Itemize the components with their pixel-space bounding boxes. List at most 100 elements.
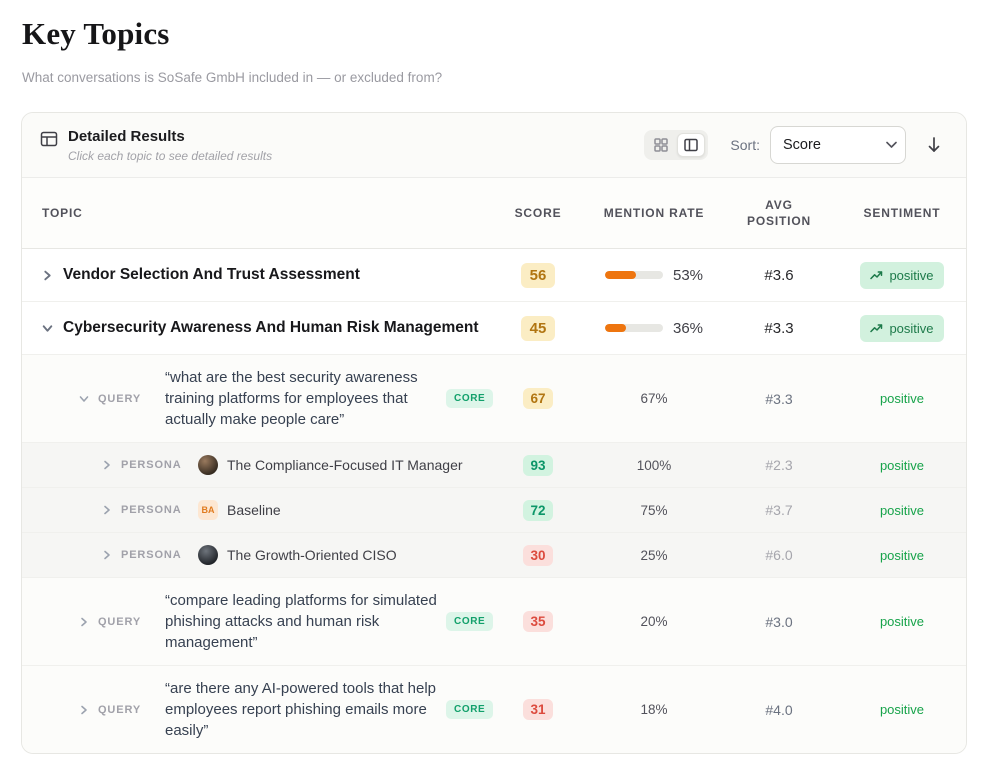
sort-select-wrap: Score: [770, 126, 906, 164]
mention-rate-bar: [604, 271, 663, 279]
score-badge: 30: [523, 544, 553, 566]
chevron-right-icon[interactable]: [102, 460, 112, 470]
score-cell: 72: [488, 499, 588, 521]
table-row-query[interactable]: QUERY “are there any AI-powered tools th…: [22, 666, 966, 753]
chevron-down-icon[interactable]: [79, 394, 89, 404]
chevron-right-icon[interactable]: [42, 270, 53, 281]
column-header-sentiment: SENTIMENT: [863, 205, 941, 220]
sort-select[interactable]: Score: [770, 126, 906, 164]
row-type-label: QUERY: [98, 392, 142, 405]
table-row-query[interactable]: QUERY “compare leading platforms for sim…: [22, 578, 966, 666]
row-type-label: QUERY: [98, 703, 142, 716]
mention-rate-value: 20%: [640, 614, 668, 629]
mention-rate-bar: [604, 324, 663, 332]
chevron-right-icon[interactable]: [79, 705, 89, 715]
avg-position-value: #2.3: [765, 457, 793, 473]
sentiment-cell: positive: [838, 261, 966, 289]
card-header-controls: Sort: Score: [644, 126, 946, 164]
page-title: Key Topics: [22, 16, 170, 51]
core-badge: CORE: [446, 389, 494, 408]
mention-rate-value: 75%: [640, 502, 668, 518]
table-row-persona[interactable]: PERSONA The Compliance-Focused IT Manage…: [22, 443, 966, 488]
mention-rate-value: 100%: [636, 457, 672, 473]
row-type-label: PERSONA: [121, 549, 182, 561]
score-cell: 31: [488, 699, 588, 720]
query-cell: QUERY “what are the best security awaren…: [22, 355, 494, 442]
core-badge: CORE: [446, 700, 494, 719]
sort-label: Sort:: [730, 137, 760, 153]
avg-position-value: #3.0: [765, 613, 793, 630]
sentiment-label: positive: [879, 391, 925, 406]
score-cell: 67: [488, 388, 588, 409]
score-badge: 35: [523, 611, 553, 632]
mention-rate-value: 18%: [640, 702, 668, 717]
table-row-query[interactable]: QUERY “what are the best security awaren…: [22, 355, 966, 443]
card-title: Detailed Results: [68, 127, 185, 145]
column-header-avg-position-label: AVG POSITION: [746, 197, 812, 228]
chevron-down-icon[interactable]: [42, 323, 53, 334]
sentiment-badge: positive: [860, 261, 944, 289]
mention-rate-cell: 36%: [588, 320, 720, 337]
core-badge: CORE: [446, 612, 494, 631]
card-header-text: Detailed Results Click each topic to see…: [68, 128, 272, 163]
query-cell: QUERY “are there any AI-powered tools th…: [22, 666, 494, 753]
persona-cell: PERSONA The Growth-Oriented CISO: [22, 533, 488, 577]
sentiment-label: positive: [889, 267, 934, 283]
mention-rate-value: 25%: [640, 547, 668, 563]
chevron-right-icon[interactable]: [79, 617, 89, 627]
query-text: “what are the best security awareness tr…: [165, 369, 418, 428]
grid-view-button[interactable]: [647, 133, 675, 157]
mention-rate-value: 53%: [672, 266, 704, 284]
avg-position-value: #3.6: [764, 266, 794, 284]
avatar: [198, 455, 218, 475]
score-badge: 56: [521, 262, 555, 288]
card-header-left: Detailed Results Click each topic to see…: [40, 128, 272, 163]
score-cell: 45: [488, 315, 588, 341]
query-text: “are there any AI-powered tools that hel…: [165, 680, 436, 739]
column-header-mention-rate: MENTION RATE: [603, 205, 705, 220]
column-header-score: SCORE: [514, 205, 562, 220]
score-badge: 72: [523, 499, 553, 521]
avg-position-value: #3.7: [765, 502, 793, 518]
table-row-persona[interactable]: PERSONA BA Baseline 72 75% #3.7 positive: [22, 488, 966, 533]
mention-rate-cell: 53%: [588, 267, 720, 284]
chevron-right-icon[interactable]: [102, 550, 112, 560]
query-text: “compare leading platforms for simulated…: [165, 592, 437, 651]
sentiment-label: positive: [879, 702, 925, 717]
avg-position-value: #3.3: [764, 319, 794, 337]
card-subtitle: Click each topic to see detailed results: [68, 148, 273, 163]
table-row-topic[interactable]: Cybersecurity Awareness And Human Risk M…: [22, 302, 966, 355]
table-icon: [40, 130, 58, 148]
sort-direction-button[interactable]: [922, 132, 946, 158]
avg-position-value: #6.0: [765, 547, 793, 563]
column-header-avg-position: AVG POSITION: [720, 197, 838, 229]
table-row-topic[interactable]: Vendor Selection And Trust Assessment 56…: [22, 249, 966, 302]
score-cell: 30: [488, 544, 588, 566]
persona-name: The Compliance-Focused IT Manager: [227, 457, 463, 473]
query-cell: QUERY “compare leading platforms for sim…: [22, 578, 494, 665]
sentiment-label: positive: [879, 547, 925, 563]
sentiment-label: positive: [879, 614, 925, 629]
avatar-initials: BA: [198, 500, 218, 520]
sentiment-label: positive: [879, 457, 925, 473]
table-view-button[interactable]: [677, 133, 706, 157]
table-header-row: TOPIC SCORE MENTION RATE AVG POSITION SE…: [22, 178, 966, 249]
row-type-label: PERSONA: [121, 459, 182, 471]
topic-name: Vendor Selection And Trust Assessment: [63, 266, 360, 283]
avg-position-value: #3.3: [765, 390, 793, 407]
score-badge: 31: [523, 699, 553, 720]
sentiment-badge: positive: [860, 314, 944, 342]
mention-rate-value: 67%: [640, 391, 668, 406]
score-cell: 93: [488, 454, 588, 476]
persona-cell: PERSONA The Compliance-Focused IT Manage…: [22, 443, 488, 487]
avatar: [198, 545, 218, 565]
card-header: Detailed Results Click each topic to see…: [22, 113, 966, 178]
avg-position-value: #4.0: [765, 701, 793, 718]
topic-name: Cybersecurity Awareness And Human Risk M…: [63, 319, 482, 336]
trending-up-icon: [870, 323, 883, 333]
grid-view-icon: [654, 138, 669, 152]
table-row-persona[interactable]: PERSONA The Growth-Oriented CISO 30 25% …: [22, 533, 966, 578]
chevron-right-icon[interactable]: [102, 505, 112, 515]
row-type-label: QUERY: [98, 615, 142, 628]
score-badge: 93: [523, 454, 553, 476]
